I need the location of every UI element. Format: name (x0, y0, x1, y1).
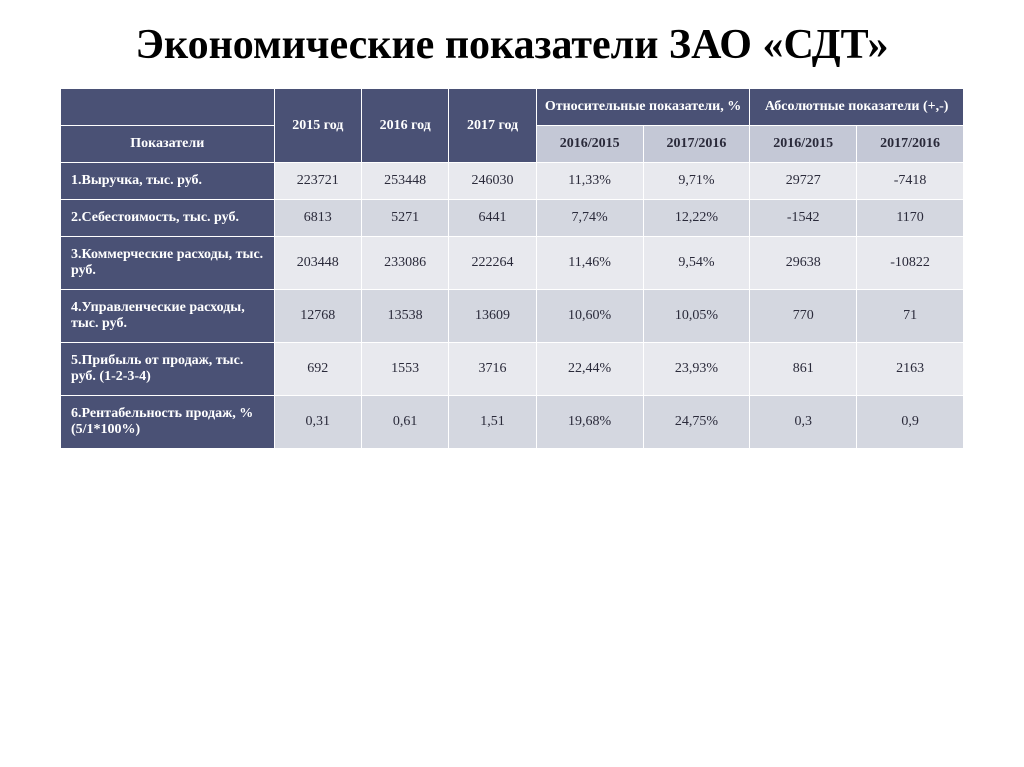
cell-value: 23,93% (643, 343, 750, 396)
cell-value: 203448 (274, 237, 361, 290)
cell-value: 9,71% (643, 163, 750, 200)
cell-value: 3716 (449, 343, 536, 396)
th-relative-group: Относительные показатели, % (536, 89, 750, 126)
cell-value: 71 (857, 290, 964, 343)
cell-value: 0,3 (750, 396, 857, 449)
cell-value: 233086 (361, 237, 448, 290)
cell-value: -7418 (857, 163, 964, 200)
th-rel-1: 2016/2015 (536, 126, 643, 163)
cell-value: 5271 (361, 200, 448, 237)
cell-value: 19,68% (536, 396, 643, 449)
page-title: Экономические показатели ЗАО «СДТ» (60, 20, 964, 70)
cell-value: 7,74% (536, 200, 643, 237)
cell-value: 2163 (857, 343, 964, 396)
cell-value: 0,9 (857, 396, 964, 449)
cell-value: 6441 (449, 200, 536, 237)
th-abs-2: 2017/2016 (857, 126, 964, 163)
row-label: 6.Рентабельность продаж, % (5/1*100%) (61, 396, 275, 449)
cell-value: 692 (274, 343, 361, 396)
cell-value: 770 (750, 290, 857, 343)
cell-value: -1542 (750, 200, 857, 237)
th-indicators: Показатели (61, 126, 275, 163)
cell-value: 223721 (274, 163, 361, 200)
cell-value: 6813 (274, 200, 361, 237)
row-label: 3.Коммерческие расходы, тыс. руб. (61, 237, 275, 290)
cell-value: 9,54% (643, 237, 750, 290)
th-absolute-group: Абсолютные показатели (+,-) (750, 89, 964, 126)
table-body: 1.Выручка, тыс. руб.22372125344824603011… (61, 163, 964, 449)
cell-value: 1553 (361, 343, 448, 396)
table-row: 6.Рентабельность продаж, % (5/1*100%)0,3… (61, 396, 964, 449)
cell-value: 1170 (857, 200, 964, 237)
table-row: 1.Выручка, тыс. руб.22372125344824603011… (61, 163, 964, 200)
row-label: 2.Себестоимость, тыс. руб. (61, 200, 275, 237)
cell-value: 222264 (449, 237, 536, 290)
cell-value: 29638 (750, 237, 857, 290)
table-row: 4.Управленческие расходы, тыс. руб.12768… (61, 290, 964, 343)
table-row: 2.Себестоимость, тыс. руб.6813527164417,… (61, 200, 964, 237)
cell-value: 0,61 (361, 396, 448, 449)
cell-value: -10822 (857, 237, 964, 290)
cell-value: 22,44% (536, 343, 643, 396)
th-rel-2: 2017/2016 (643, 126, 750, 163)
cell-value: 13538 (361, 290, 448, 343)
economics-table: 2015 год 2016 год 2017 год Относительные… (60, 88, 964, 449)
th-abs-1: 2016/2015 (750, 126, 857, 163)
cell-value: 12,22% (643, 200, 750, 237)
th-2017: 2017 год (449, 89, 536, 163)
row-label: 5.Прибыль от продаж, тыс. руб. (1-2-3-4) (61, 343, 275, 396)
cell-value: 13609 (449, 290, 536, 343)
cell-value: 10,05% (643, 290, 750, 343)
cell-value: 253448 (361, 163, 448, 200)
row-label: 1.Выручка, тыс. руб. (61, 163, 275, 200)
cell-value: 12768 (274, 290, 361, 343)
cell-value: 1,51 (449, 396, 536, 449)
cell-value: 246030 (449, 163, 536, 200)
cell-value: 11,46% (536, 237, 643, 290)
table-row: 5.Прибыль от продаж, тыс. руб. (1-2-3-4)… (61, 343, 964, 396)
cell-value: 11,33% (536, 163, 643, 200)
row-label: 4.Управленческие расходы, тыс. руб. (61, 290, 275, 343)
table-row: 3.Коммерческие расходы, тыс. руб.2034482… (61, 237, 964, 290)
cell-value: 24,75% (643, 396, 750, 449)
th-blank-top (61, 89, 275, 126)
cell-value: 29727 (750, 163, 857, 200)
cell-value: 861 (750, 343, 857, 396)
th-2015: 2015 год (274, 89, 361, 163)
cell-value: 10,60% (536, 290, 643, 343)
th-2016: 2016 год (361, 89, 448, 163)
cell-value: 0,31 (274, 396, 361, 449)
